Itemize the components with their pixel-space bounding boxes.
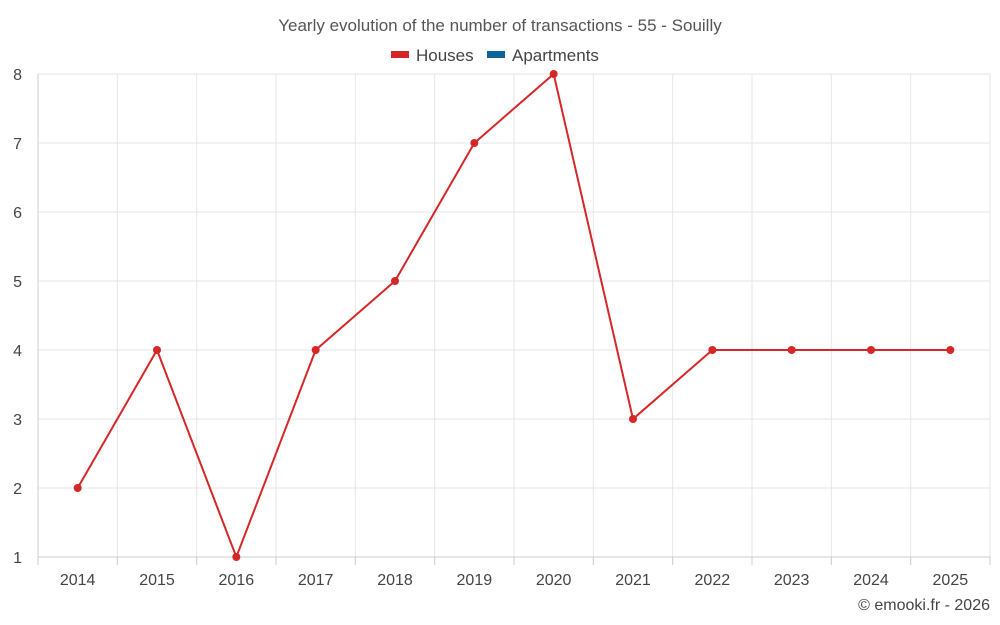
grid bbox=[37, 73, 991, 557]
data-point-houses-2022[interactable] bbox=[708, 346, 717, 354]
data-point-houses-2019[interactable] bbox=[470, 139, 479, 147]
y-tick-label: 2 bbox=[13, 481, 22, 498]
y-tick-label: 7 bbox=[13, 136, 22, 153]
data-point-houses-2020[interactable] bbox=[549, 70, 558, 78]
x-tick-label: 2025 bbox=[933, 572, 969, 589]
data-point-houses-2024[interactable] bbox=[867, 346, 875, 354]
y-axis: 1 2 3 4 5 6 7 8 bbox=[13, 67, 22, 567]
x-tick-label: 2019 bbox=[457, 572, 493, 589]
data-point-houses-2025[interactable] bbox=[946, 346, 955, 354]
data-point-houses-2014[interactable] bbox=[73, 484, 82, 492]
data-point-houses-2023[interactable] bbox=[787, 346, 796, 354]
series-line-houses bbox=[76, 72, 951, 560]
data-point-houses-2017[interactable] bbox=[311, 346, 320, 354]
y-tick-label: 6 bbox=[13, 205, 22, 222]
x-tick-label: 2022 bbox=[695, 572, 731, 589]
x-tick-label: 2020 bbox=[536, 572, 572, 589]
y-tick-label: 8 bbox=[13, 67, 22, 84]
y-tick-label: 4 bbox=[13, 343, 22, 360]
legend-swatch-houses bbox=[391, 51, 409, 58]
legend-label-houses[interactable]: Houses bbox=[416, 46, 474, 65]
data-point-houses-2018[interactable] bbox=[391, 277, 399, 285]
x-tick-label: 2024 bbox=[853, 572, 889, 589]
x-tick-label: 2014 bbox=[60, 572, 96, 589]
data-point-houses-2021[interactable] bbox=[629, 415, 637, 423]
x-tick-label: 2021 bbox=[615, 572, 651, 589]
x-tick-label: 2017 bbox=[298, 572, 334, 589]
data-point-houses-2016[interactable] bbox=[232, 553, 241, 561]
legend-swatch-apartments bbox=[487, 51, 505, 58]
chart-title: Yearly evolution of the number of transa… bbox=[278, 16, 722, 35]
y-tick-label: 1 bbox=[13, 550, 22, 567]
series-houses bbox=[73, 70, 955, 561]
x-axis: 2014 2015 2016 2017 2018 2019 2020 2021 2022 2023… bbox=[37, 556, 991, 589]
x-tick-label: 2023 bbox=[774, 572, 810, 589]
y-tick-label: 5 bbox=[13, 274, 22, 291]
credit-text: © emooki.fr - 2026 bbox=[858, 597, 990, 614]
x-tick-label: 2016 bbox=[219, 572, 255, 589]
data-point-houses-2015[interactable] bbox=[153, 346, 161, 354]
y-tick-label: 3 bbox=[13, 412, 22, 429]
legend-label-apartments[interactable]: Apartments bbox=[512, 46, 599, 65]
legend: Houses Apartments bbox=[391, 46, 599, 65]
x-tick-label: 2015 bbox=[139, 572, 175, 589]
x-tick-label: 2018 bbox=[377, 572, 413, 589]
